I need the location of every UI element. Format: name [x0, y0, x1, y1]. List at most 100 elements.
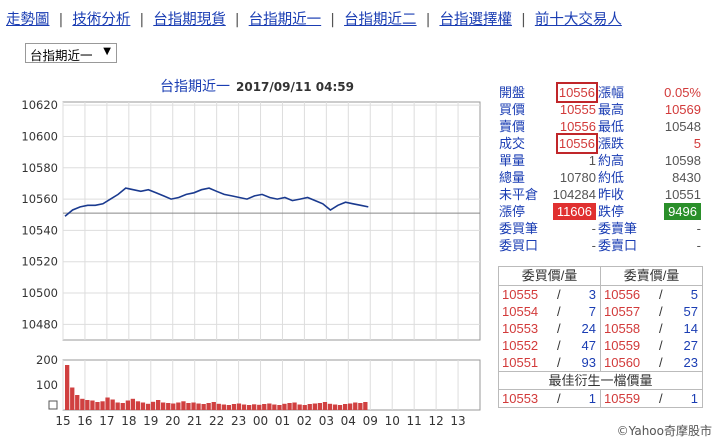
quote-label: 委買筆: [499, 221, 539, 236]
bid-cell: 10552 / 47: [499, 337, 601, 354]
volume-bar: [201, 404, 206, 410]
nav-link[interactable]: 台指期現貨: [153, 12, 226, 28]
volume-bar: [221, 404, 226, 410]
slash-separator: /: [659, 287, 663, 302]
volume-bar: [80, 398, 85, 411]
bid-qty: 47: [581, 338, 596, 353]
y-tick-label: 10600: [21, 129, 58, 143]
ask-qty: 14: [683, 321, 698, 336]
volume-bar: [140, 402, 146, 410]
bid-cell: 10555 / 3: [499, 286, 601, 303]
volume-bar: [322, 402, 328, 410]
volume-bar: [156, 400, 161, 410]
quote-label: 賣價: [499, 119, 526, 134]
y-tick-label: 10520: [21, 255, 58, 269]
ask-qty: 27: [683, 338, 698, 353]
quote-value: 10551: [664, 187, 701, 202]
volume-bar: [65, 365, 70, 410]
quote-label: 漲停: [499, 204, 526, 219]
y-tick-label: 10480: [21, 317, 58, 331]
volume-bar: [236, 403, 242, 410]
volume-bar: [297, 404, 302, 410]
quote-label: 跌停: [598, 204, 625, 219]
volume-bar: [262, 404, 267, 410]
ask-price: 10559: [604, 338, 641, 353]
volume-tick-label: 200: [36, 353, 58, 367]
x-tick-label: 04: [341, 414, 356, 428]
contract-select[interactable]: 台指期近一 ▼: [25, 43, 117, 63]
volume-bar: [267, 403, 272, 410]
volume-bar: [358, 403, 363, 410]
volume-bar: [75, 395, 80, 410]
intraday-chart: 15 16 17 18 19 20 21 22 23 00 01 02 03 04 09 10 11 12 13 10…: [21, 98, 481, 428]
quote-value: 11606: [552, 203, 596, 220]
quote-value: -: [696, 221, 701, 236]
order-book-row: 10553 / 24 10558 / 14: [499, 320, 702, 337]
volume-bar: [135, 401, 141, 411]
quote-value: -: [591, 238, 596, 253]
volume-bar: [277, 405, 282, 410]
volume-bar: [343, 404, 348, 410]
quote-value: -: [696, 238, 701, 253]
volume-bar: [171, 403, 176, 410]
quote-label: 單量: [499, 153, 526, 168]
quote-row: 未平倉 104284 昨收 10551: [499, 186, 701, 203]
x-tick-label: 09: [363, 414, 378, 428]
volume-bar: [130, 398, 135, 411]
volume-bar: [90, 400, 95, 410]
volume-bar: [95, 402, 100, 410]
slash-separator: /: [659, 304, 663, 319]
bid-price: 10552: [502, 338, 539, 353]
nav-link[interactable]: 台指期近一: [248, 12, 322, 28]
nav-link[interactable]: 台指期近二: [344, 12, 417, 28]
x-tick-label: 01: [275, 414, 290, 428]
bid-qty: 1: [588, 391, 596, 406]
volume-bar: [272, 404, 277, 410]
x-tick-label: 23: [231, 414, 246, 428]
ask-cell: 10559 / 1: [601, 390, 702, 407]
quote-value: 10569: [664, 102, 701, 117]
volume-bar: [191, 402, 196, 410]
ask-cell: 10558 / 14: [601, 320, 702, 337]
nav-link[interactable]: 台指選擇權: [439, 12, 512, 28]
order-book-header: 委買價/量 委賣價/量: [499, 267, 702, 286]
slash-separator: /: [659, 321, 663, 336]
nav-separator: |: [234, 12, 240, 28]
price-line: [64, 187, 369, 217]
x-tick-label: 15: [55, 414, 70, 428]
quote-value: 8430: [672, 170, 701, 185]
volume-bar: [257, 404, 262, 411]
nav-link[interactable]: 技術分析: [72, 12, 131, 28]
volume-bar: [327, 403, 333, 411]
bid-qty: 93: [581, 355, 596, 370]
slash-separator: /: [557, 338, 561, 353]
volume-bar: [196, 403, 201, 410]
nav-link[interactable]: 前十大交易人: [534, 12, 622, 28]
x-tick-label: 21: [187, 414, 202, 428]
x-tick-label: 02: [297, 414, 312, 428]
quote-value: 10598: [664, 153, 701, 168]
x-tick-label: 17: [99, 414, 114, 428]
volume-tick-label: 100: [36, 378, 58, 392]
slash-separator: /: [557, 391, 561, 406]
y-tick-label: 10560: [21, 192, 58, 206]
bid-cell: 10551 / 93: [499, 354, 601, 371]
nav-link[interactable]: 走勢圖: [6, 12, 50, 28]
quote-row: 買價 10555 最高 10569: [499, 101, 701, 118]
volume-bar: [226, 405, 231, 410]
quote-panel: 開盤 10556 漲幅 0.05% 買價 10555 最高 10569 賣價 10556 最低 105…: [499, 82, 701, 254]
nav-separator: |: [425, 12, 431, 28]
nav-separator: |: [330, 12, 336, 28]
quote-value: -: [591, 221, 596, 236]
quote-value: 5: [693, 136, 701, 151]
slash-separator: /: [557, 321, 561, 336]
y-tick-label: 10500: [21, 286, 58, 300]
quote-value: 10548: [664, 119, 701, 134]
volume-bar: [120, 403, 125, 410]
volume-bar: [312, 403, 317, 410]
bid-qty: 24: [581, 321, 596, 336]
volume-bar: [353, 402, 358, 410]
volume-bar: [241, 404, 247, 410]
chart-title-name: 台指期近一: [160, 79, 230, 95]
slash-separator: /: [557, 287, 561, 302]
